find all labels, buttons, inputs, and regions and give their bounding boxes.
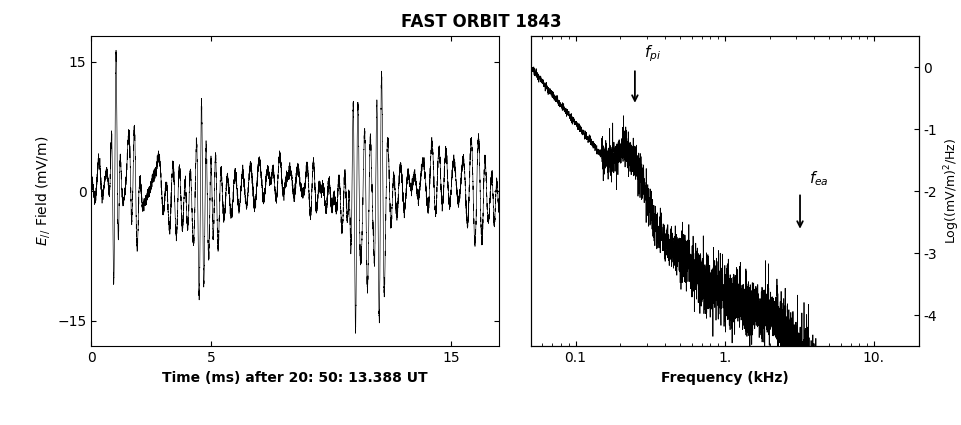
X-axis label: Time (ms) after 20: 50: 13.388 UT: Time (ms) after 20: 50: 13.388 UT	[162, 371, 428, 385]
Y-axis label: $E_{//}$ Field (mV/m): $E_{//}$ Field (mV/m)	[34, 136, 52, 246]
Text: $f_{ea}$: $f_{ea}$	[808, 170, 828, 188]
Y-axis label: Log((mV/m)$^2$/Hz): Log((mV/m)$^2$/Hz)	[942, 138, 961, 244]
Text: FAST ORBIT 1843: FAST ORBIT 1843	[401, 13, 560, 31]
X-axis label: Frequency (kHz): Frequency (kHz)	[660, 371, 788, 385]
Text: $f_{pi}$: $f_{pi}$	[643, 43, 660, 64]
